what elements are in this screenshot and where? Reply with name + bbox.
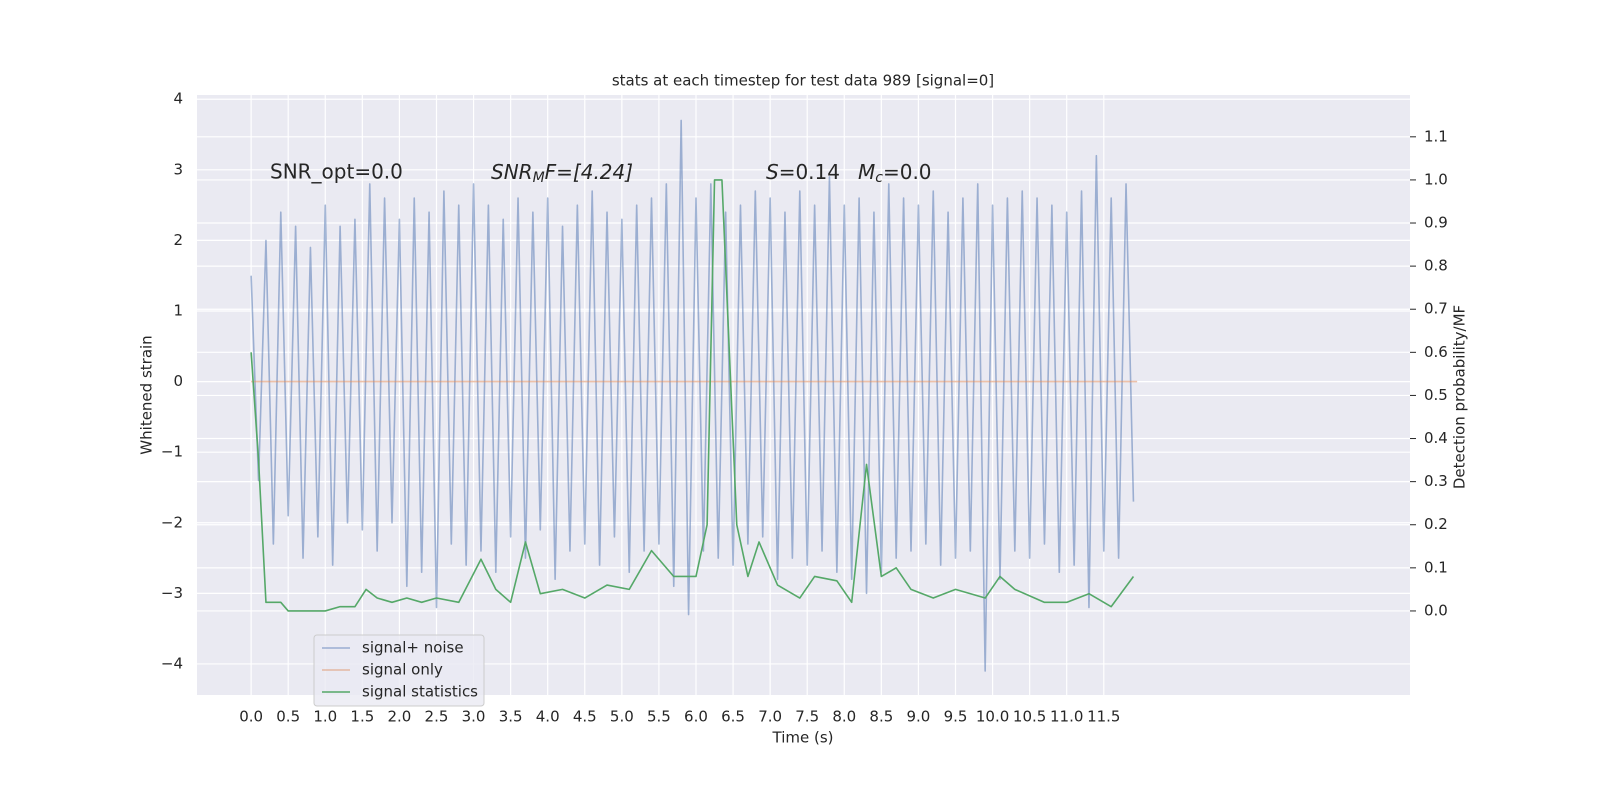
x-tick-label: 5.5 (647, 708, 671, 726)
y2-tick-label: 0.9 (1424, 214, 1448, 232)
y-tick-label: 0 (173, 372, 183, 390)
annotation: S=0.14 (766, 160, 840, 184)
x-axis-label: Time (s) (772, 729, 834, 747)
x-tick-label: 0.0 (239, 708, 263, 726)
annotation-part: F=[4.24] (545, 160, 633, 184)
x-tick-label: 8.5 (869, 708, 893, 726)
x-tick-label: 2.0 (387, 708, 411, 726)
x-tick-label: 3.5 (499, 708, 523, 726)
x-tick-label: 11.0 (1050, 708, 1083, 726)
y2-tick-label: 1.0 (1424, 170, 1448, 188)
chart-title: stats at each timestep for test data 989… (612, 72, 994, 90)
y-tick-label: 2 (173, 231, 183, 249)
annotation-part: SNR (491, 160, 533, 184)
x-tick-label: 0.5 (276, 708, 300, 726)
y-tick-label: 1 (173, 302, 183, 320)
x-tick-label: 6.0 (684, 708, 708, 726)
x-tick-label: 9.0 (906, 708, 930, 726)
x-tick-label: 6.5 (721, 708, 745, 726)
annotation: SNR_opt=0.0 (270, 160, 403, 184)
x-tick-label: 2.5 (425, 708, 449, 726)
legend-label: signal only (362, 661, 443, 679)
annotation: Mc=0.0 (858, 160, 932, 187)
x-tick-label: 4.5 (573, 708, 597, 726)
y2-axis-label: Detection probability/MF (1451, 305, 1469, 489)
y2-tick-label: 0.5 (1424, 386, 1448, 404)
x-tick-label: 11.5 (1087, 708, 1120, 726)
y-tick-label: 3 (173, 160, 183, 178)
y2-tick-label: 1.1 (1424, 127, 1448, 145)
x-tick-label: 8.0 (832, 708, 856, 726)
x-tick-label: 3.0 (462, 708, 486, 726)
x-tick-label: 5.0 (610, 708, 634, 726)
x-tick-label: 10.5 (1013, 708, 1046, 726)
y-tick-label: −4 (161, 654, 183, 672)
y2-tick-label: 0.7 (1424, 300, 1448, 318)
annotation-part: M (858, 160, 875, 184)
annotation-part: M (533, 170, 545, 186)
annotation-part: =0.14 (779, 160, 840, 184)
y2-tick-label: 0.3 (1424, 472, 1448, 490)
y-tick-label: −2 (161, 513, 183, 531)
x-tick-label: 10.0 (976, 708, 1009, 726)
x-tick-label: 4.0 (536, 708, 560, 726)
y2-tick-label: 0.0 (1424, 601, 1448, 619)
x-tick-label: 1.0 (313, 708, 337, 726)
y2-tick-label: 0.2 (1424, 515, 1448, 533)
legend-box (313, 634, 485, 707)
y-tick-label: 4 (173, 90, 183, 108)
annotation-part: =0.0 (883, 160, 932, 184)
x-tick-label: 7.0 (758, 708, 782, 726)
legend-label: signal statistics (362, 683, 478, 701)
x-tick-label: 9.5 (944, 708, 968, 726)
series-line (250, 179, 1135, 612)
y2-tick-label: 0.1 (1424, 558, 1448, 576)
y2-tick-label: 0.4 (1424, 429, 1448, 447)
y-tick-label: −1 (161, 443, 183, 461)
annotation-part: S (766, 160, 779, 184)
annotation: SNRMF=[4.24] (491, 160, 633, 187)
x-tick-label: 1.5 (350, 708, 374, 726)
x-tick-label: 7.5 (795, 708, 819, 726)
y-tick-label: −3 (161, 584, 183, 602)
legend-label: signal+ noise (362, 639, 464, 657)
y2-tick-label: 0.8 (1424, 257, 1448, 275)
y-axis-label: Whitened strain (138, 335, 156, 454)
y2-tick-label: 0.6 (1424, 343, 1448, 361)
annotation-part: c (875, 170, 883, 186)
series-line (250, 119, 1135, 672)
